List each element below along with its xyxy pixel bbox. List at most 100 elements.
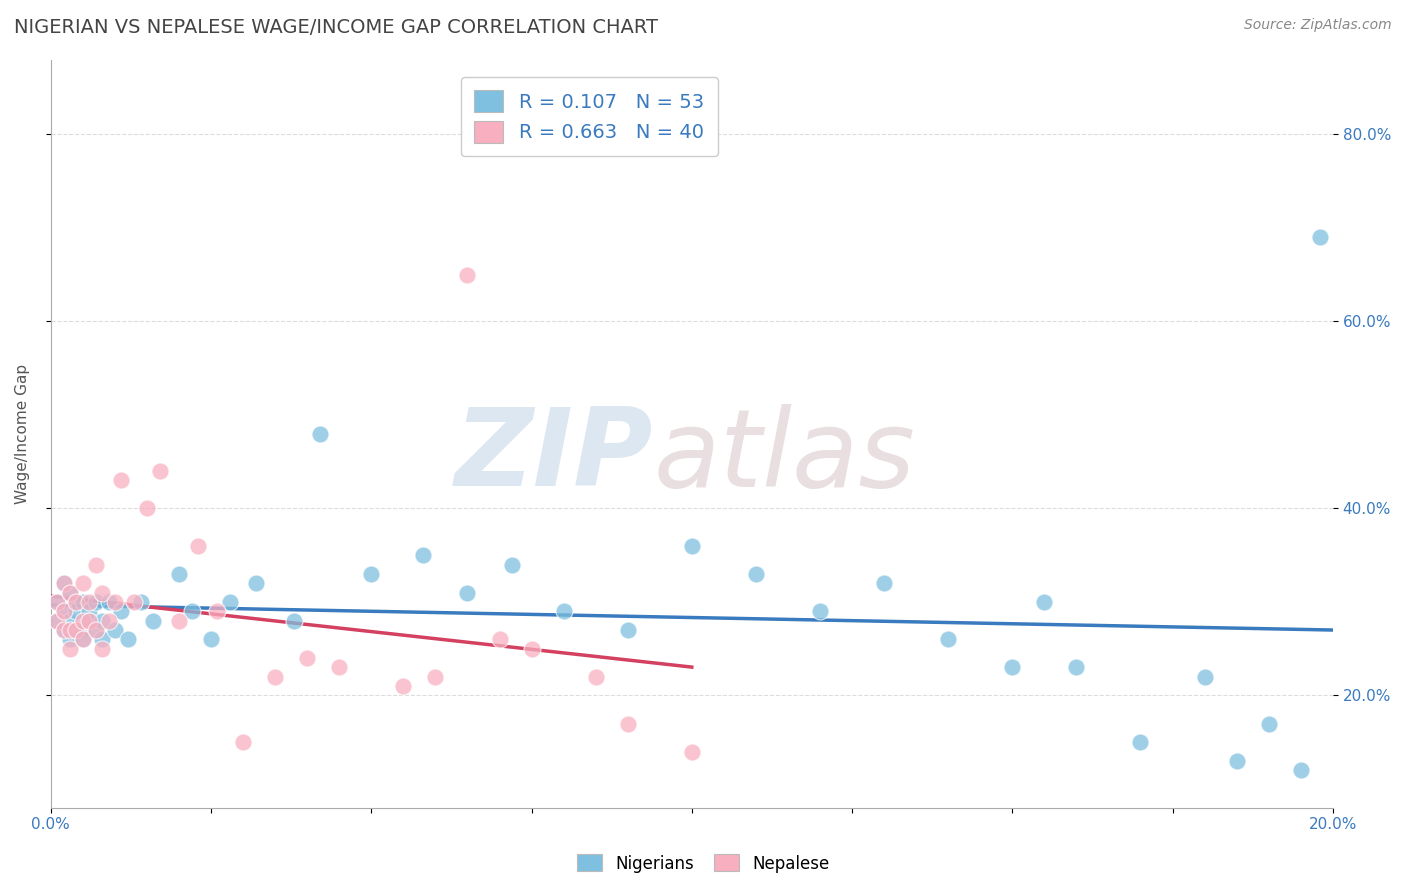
Point: [1129, 735, 1152, 749]
Point: [616, 716, 638, 731]
Point: [425, 670, 447, 684]
Point: [297, 651, 319, 665]
Point: [167, 614, 190, 628]
Point: [52, 576, 75, 591]
Point: [245, 576, 267, 591]
Point: [46, 614, 69, 628]
Point: [79, 595, 101, 609]
Point: [52, 604, 75, 618]
Point: [219, 595, 242, 609]
Point: [72, 614, 94, 628]
Point: [59, 632, 82, 647]
Point: [681, 539, 703, 553]
Point: [616, 623, 638, 637]
Point: [79, 614, 101, 628]
Point: [59, 641, 82, 656]
Point: [392, 679, 415, 693]
Point: [501, 558, 523, 572]
Point: [65, 623, 87, 637]
Point: [91, 641, 114, 656]
Point: [104, 623, 127, 637]
Point: [72, 623, 94, 637]
Point: [65, 595, 87, 609]
Point: [72, 595, 94, 609]
Point: [1194, 670, 1216, 684]
Point: [745, 566, 768, 581]
Point: [1001, 660, 1024, 674]
Point: [84, 623, 107, 637]
Point: [84, 558, 107, 572]
Legend: R = 0.107   N = 53, R = 0.663   N = 40: R = 0.107 N = 53, R = 0.663 N = 40: [461, 77, 718, 156]
Point: [65, 604, 87, 618]
Point: [97, 614, 120, 628]
Point: [59, 585, 82, 599]
Point: [65, 595, 87, 609]
Point: [412, 548, 434, 562]
Point: [360, 566, 382, 581]
Point: [104, 595, 127, 609]
Point: [1226, 754, 1249, 768]
Point: [207, 604, 229, 618]
Point: [59, 623, 82, 637]
Point: [1257, 716, 1279, 731]
Point: [553, 604, 575, 618]
Point: [936, 632, 959, 647]
Point: [52, 604, 75, 618]
Point: [122, 595, 145, 609]
Point: [681, 745, 703, 759]
Point: [117, 632, 139, 647]
Point: [232, 735, 254, 749]
Point: [456, 268, 478, 282]
Point: [59, 614, 82, 628]
Point: [149, 464, 172, 478]
Point: [129, 595, 152, 609]
Point: [91, 632, 114, 647]
Text: Source: ZipAtlas.com: Source: ZipAtlas.com: [1244, 18, 1392, 32]
Point: [1066, 660, 1088, 674]
Point: [180, 604, 202, 618]
Point: [84, 623, 107, 637]
Point: [1033, 595, 1056, 609]
Point: [520, 641, 543, 656]
Point: [91, 614, 114, 628]
Point: [65, 623, 87, 637]
Point: [309, 426, 332, 441]
Point: [873, 576, 896, 591]
Point: [72, 632, 94, 647]
Text: atlas: atlas: [654, 403, 915, 508]
Point: [79, 614, 101, 628]
Point: [72, 576, 94, 591]
Y-axis label: Wage/Income Gap: Wage/Income Gap: [15, 364, 30, 504]
Point: [585, 670, 607, 684]
Point: [110, 604, 132, 618]
Point: [142, 614, 165, 628]
Point: [46, 595, 69, 609]
Point: [1309, 230, 1331, 244]
Point: [97, 595, 120, 609]
Point: [46, 614, 69, 628]
Point: [200, 632, 222, 647]
Legend: Nigerians, Nepalese: Nigerians, Nepalese: [569, 847, 837, 880]
Text: NIGERIAN VS NEPALESE WAGE/INCOME GAP CORRELATION CHART: NIGERIAN VS NEPALESE WAGE/INCOME GAP COR…: [14, 18, 658, 37]
Point: [84, 595, 107, 609]
Point: [808, 604, 831, 618]
Point: [52, 623, 75, 637]
Point: [283, 614, 305, 628]
Point: [1289, 764, 1312, 778]
Point: [110, 474, 132, 488]
Point: [167, 566, 190, 581]
Point: [72, 632, 94, 647]
Point: [52, 576, 75, 591]
Point: [79, 604, 101, 618]
Point: [488, 632, 510, 647]
Point: [328, 660, 350, 674]
Text: ZIP: ZIP: [456, 403, 654, 509]
Point: [264, 670, 287, 684]
Point: [52, 623, 75, 637]
Point: [46, 595, 69, 609]
Point: [91, 585, 114, 599]
Point: [59, 585, 82, 599]
Point: [456, 585, 478, 599]
Point: [136, 501, 159, 516]
Point: [187, 539, 209, 553]
